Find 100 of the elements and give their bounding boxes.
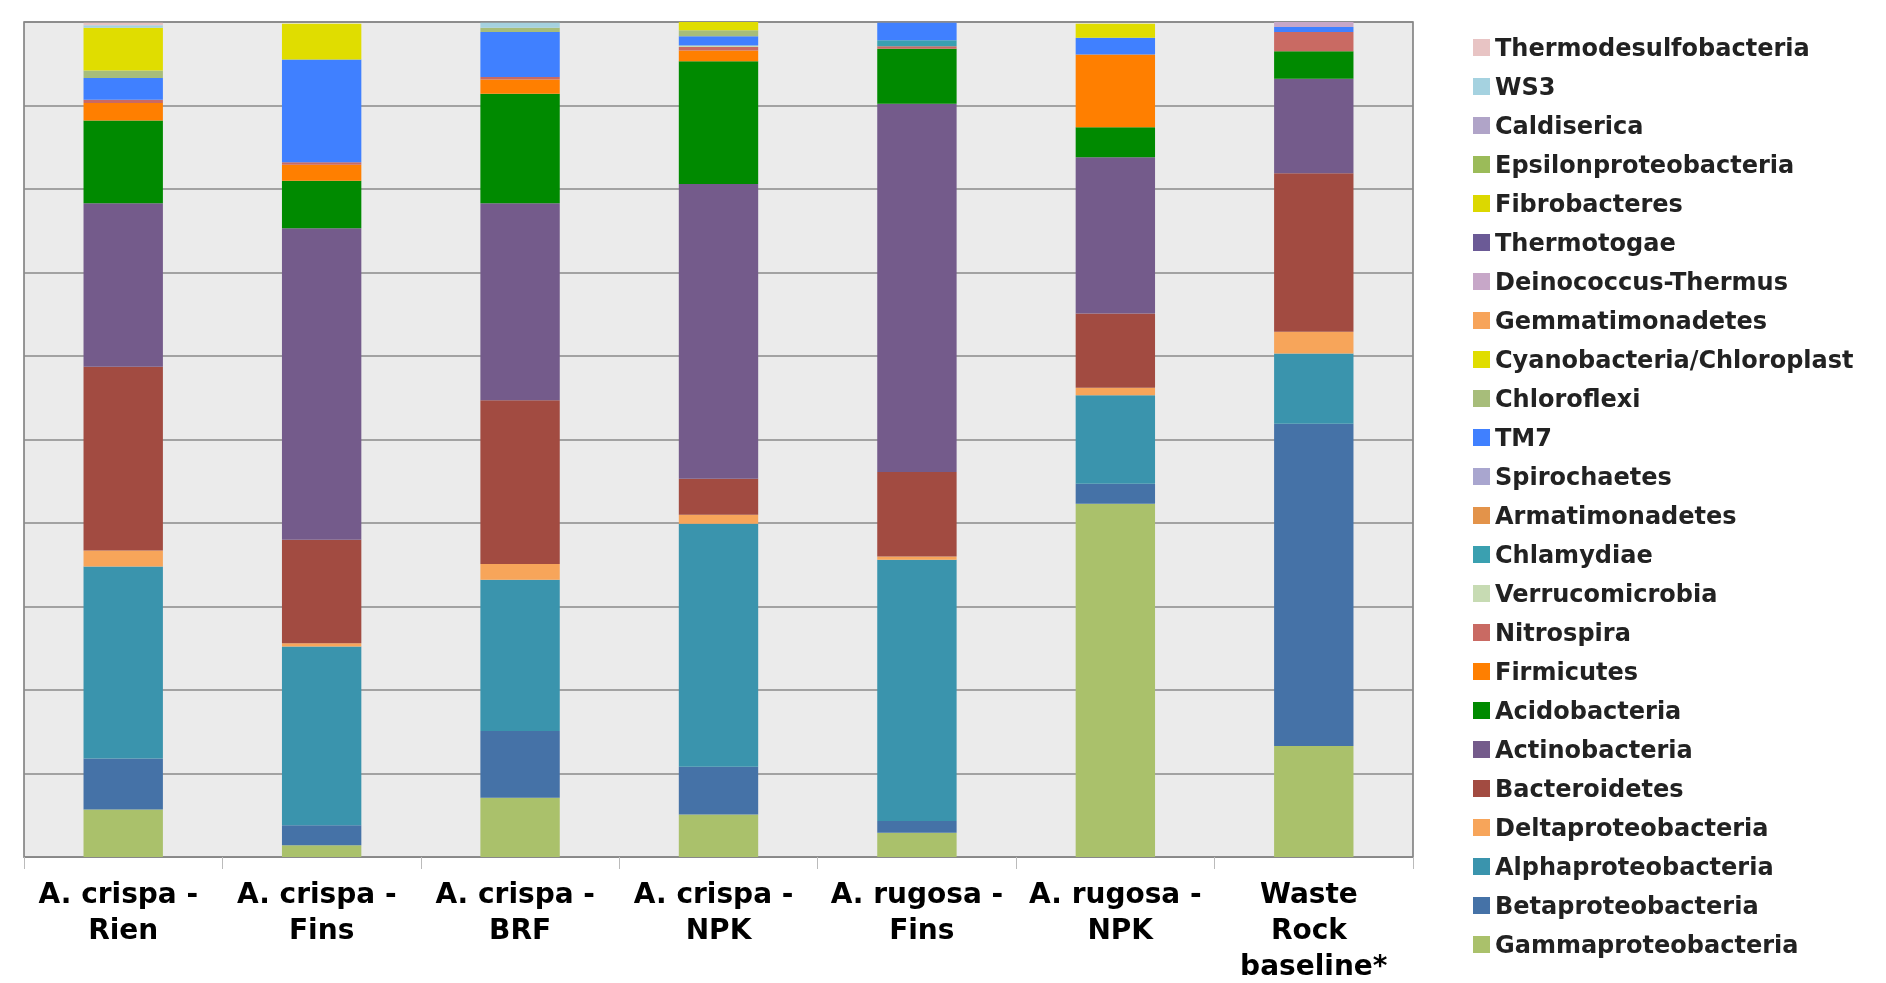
bar (480, 77, 560, 80)
bar (877, 48, 957, 104)
legend-label: Thermotogae (1495, 228, 1676, 257)
legend-label: Alphaproteobacteria (1495, 852, 1774, 881)
legend-label: Cyanobacteria/Chloroplast (1495, 345, 1854, 374)
bar (877, 821, 957, 833)
legend-label: Bacteroidetes (1495, 774, 1684, 803)
bar (678, 61, 759, 184)
bar (480, 400, 560, 564)
bar (281, 845, 362, 857)
bar (83, 70, 163, 78)
bar (1274, 745, 1354, 857)
legend-label: Betaproteobacteria (1495, 891, 1759, 920)
bar (678, 814, 759, 857)
bar (83, 566, 163, 759)
legend-label: TM7 (1495, 423, 1552, 452)
legend-label: Deinococcus-Thermus (1495, 267, 1788, 296)
bar (678, 514, 759, 524)
bar (83, 203, 163, 367)
bar (281, 646, 362, 826)
bar (480, 22, 560, 28)
legend-label: Firmicutes (1495, 657, 1639, 686)
bar (480, 27, 560, 33)
bar (877, 40, 957, 47)
bar (480, 93, 560, 204)
bar (1274, 173, 1354, 332)
bar (281, 539, 362, 644)
bar (83, 809, 163, 857)
bar (83, 27, 163, 71)
bar (678, 22, 759, 31)
bar (1274, 78, 1354, 174)
bar (480, 79, 560, 94)
bar (480, 563, 560, 580)
bar (281, 228, 362, 540)
bar (678, 523, 759, 767)
x-tick-label: A. crispa - NPK (633, 876, 804, 946)
bar (1075, 37, 1156, 55)
bar (281, 59, 362, 163)
bar (83, 103, 163, 121)
bar (480, 32, 560, 78)
bar (877, 22, 957, 41)
x-tick-label: A. rugosa - Fins (830, 876, 1004, 946)
bar (877, 46, 957, 49)
legend-label: Actinobacteria (1495, 735, 1693, 764)
legend-label: Chlamydiae (1495, 540, 1653, 569)
bar (1075, 54, 1156, 128)
bar (281, 643, 362, 647)
bar (877, 472, 957, 557)
bar (877, 103, 957, 473)
x-tick-label: Waste Rock baseline* (1240, 876, 1388, 982)
bar (1075, 127, 1156, 158)
x-tick-label: A. rugosa - NPK (1029, 876, 1202, 946)
bar (83, 120, 163, 204)
bar (83, 550, 163, 567)
bar (1274, 22, 1354, 28)
legend-label: Fibrobacteres (1495, 189, 1683, 218)
bar (281, 162, 362, 165)
bar (281, 23, 362, 60)
bar (1274, 51, 1354, 79)
bar (1075, 23, 1156, 38)
legend-label: Gemmatimonadetes (1495, 306, 1768, 335)
bar (678, 36, 759, 46)
bar (877, 832, 957, 857)
legend-label: Caldiserica (1495, 111, 1644, 140)
bar (281, 180, 362, 229)
bar (1274, 32, 1354, 52)
legend-label: Gammaproteobacteria (1495, 930, 1799, 959)
legend-label: Nitrospira (1495, 618, 1631, 647)
legend-label: Deltaproteobacteria (1495, 813, 1769, 842)
bar (877, 556, 957, 560)
bar (678, 766, 759, 815)
legend-label: Chloroflexi (1495, 384, 1641, 413)
bar (1075, 313, 1156, 388)
bar (281, 825, 362, 846)
legend-label: Epsilonproteobacteria (1495, 150, 1795, 179)
legend-label: WS3 (1495, 72, 1556, 101)
bar (1075, 483, 1156, 504)
legend-label: Acidobacteria (1495, 696, 1682, 725)
x-tick-label: A. crispa - BRF (435, 876, 605, 946)
bar (678, 50, 759, 62)
bar (877, 559, 957, 822)
bar (480, 797, 560, 857)
bar (83, 366, 163, 551)
bar (678, 183, 759, 479)
bar (1075, 387, 1156, 396)
bar (1274, 423, 1354, 746)
bar (480, 203, 560, 401)
bar (1075, 503, 1156, 857)
bar (480, 730, 560, 798)
bar (83, 758, 163, 810)
bar (1274, 353, 1354, 424)
bar (480, 579, 560, 731)
x-tick-label: A. crispa - Rien (38, 876, 208, 946)
bar (678, 30, 759, 37)
bar (1075, 157, 1156, 314)
legend-label: Armatimonadetes (1495, 501, 1737, 530)
legend-label: Verrucomicrobia (1495, 579, 1718, 608)
legend-label: Spirochaetes (1495, 462, 1672, 491)
bar (1075, 395, 1156, 484)
bar (1274, 27, 1354, 33)
